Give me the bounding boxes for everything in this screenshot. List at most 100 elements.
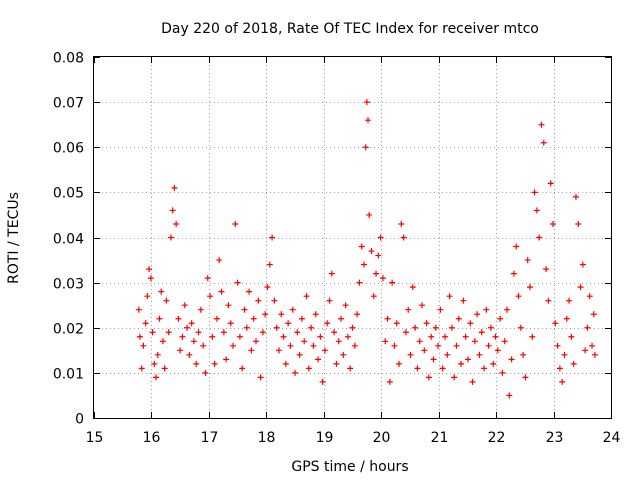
data-point bbox=[375, 252, 382, 259]
data-point bbox=[520, 351, 527, 358]
data-point bbox=[396, 360, 403, 367]
data-point bbox=[549, 220, 556, 227]
data-point bbox=[432, 324, 439, 331]
data-point bbox=[301, 338, 308, 345]
y-tick-label: 0.05 bbox=[53, 186, 84, 202]
data-point bbox=[310, 342, 317, 349]
data-point bbox=[236, 333, 243, 340]
data-point bbox=[200, 342, 207, 349]
data-point bbox=[225, 302, 232, 309]
data-point bbox=[333, 360, 340, 367]
data-point bbox=[485, 342, 492, 349]
data-point bbox=[478, 329, 485, 336]
data-points bbox=[135, 99, 598, 399]
data-point bbox=[366, 211, 373, 218]
data-point bbox=[423, 320, 430, 327]
data-point bbox=[524, 257, 531, 264]
data-point bbox=[264, 284, 271, 291]
y-tick-label: 0.06 bbox=[53, 141, 84, 157]
y-tick-label: 0.03 bbox=[53, 277, 84, 293]
data-point bbox=[370, 293, 377, 300]
data-point bbox=[572, 193, 579, 200]
data-point bbox=[419, 302, 426, 309]
data-point bbox=[317, 333, 324, 340]
x-tick-label: 23 bbox=[546, 430, 564, 446]
data-point bbox=[342, 302, 349, 309]
data-point bbox=[497, 315, 504, 322]
data-point bbox=[425, 374, 432, 381]
data-point bbox=[428, 333, 435, 340]
data-point bbox=[156, 315, 163, 322]
data-point bbox=[481, 365, 488, 372]
y-tick-label: 0.04 bbox=[53, 232, 84, 248]
data-point bbox=[140, 342, 147, 349]
data-point bbox=[158, 288, 165, 295]
data-point bbox=[563, 315, 570, 322]
data-point bbox=[305, 365, 312, 372]
data-point bbox=[223, 356, 230, 363]
data-point bbox=[340, 351, 347, 358]
data-point bbox=[154, 351, 161, 358]
data-point bbox=[171, 184, 178, 191]
data-point bbox=[207, 293, 214, 300]
data-point bbox=[319, 378, 326, 385]
data-point bbox=[326, 297, 333, 304]
data-point bbox=[407, 351, 414, 358]
data-point bbox=[362, 144, 369, 151]
y-axis-label: ROTI / TECUs bbox=[6, 192, 22, 284]
data-point bbox=[469, 378, 476, 385]
data-point bbox=[165, 329, 172, 336]
data-point bbox=[435, 342, 442, 349]
data-point bbox=[278, 311, 285, 318]
data-point bbox=[552, 320, 559, 327]
data-point bbox=[239, 365, 246, 372]
data-point bbox=[136, 333, 143, 340]
data-point bbox=[494, 347, 501, 354]
data-point bbox=[517, 324, 524, 331]
data-point bbox=[142, 320, 149, 327]
data-point bbox=[275, 347, 282, 354]
data-point bbox=[533, 207, 540, 214]
data-point bbox=[589, 342, 596, 349]
data-point bbox=[216, 257, 223, 264]
data-point bbox=[202, 369, 209, 376]
data-point bbox=[287, 342, 294, 349]
data-point bbox=[414, 365, 421, 372]
y-tick-label: 0.08 bbox=[53, 51, 84, 67]
data-point bbox=[146, 266, 153, 273]
y-tick-label: 0.02 bbox=[53, 322, 84, 338]
data-point bbox=[504, 306, 511, 313]
data-point bbox=[351, 342, 358, 349]
data-point bbox=[331, 329, 338, 336]
data-point bbox=[441, 333, 448, 340]
data-point bbox=[294, 329, 301, 336]
data-point bbox=[467, 320, 474, 327]
data-point bbox=[173, 220, 180, 227]
data-point bbox=[273, 324, 280, 331]
data-point bbox=[298, 315, 305, 322]
data-point bbox=[262, 311, 269, 318]
data-point bbox=[243, 324, 250, 331]
data-point bbox=[211, 360, 218, 367]
data-point bbox=[522, 374, 529, 381]
data-point bbox=[282, 360, 289, 367]
data-point bbox=[363, 99, 370, 106]
data-point bbox=[590, 311, 597, 318]
y-tick-label: 0 bbox=[75, 412, 84, 428]
y-tick-label: 0.01 bbox=[53, 367, 84, 383]
data-point bbox=[412, 324, 419, 331]
data-point bbox=[471, 338, 478, 345]
data-point bbox=[421, 347, 428, 354]
data-point bbox=[246, 288, 253, 295]
data-point bbox=[476, 351, 483, 358]
data-point bbox=[559, 378, 566, 385]
data-point bbox=[591, 351, 598, 358]
x-tick-label: 22 bbox=[488, 430, 506, 446]
data-point bbox=[179, 333, 186, 340]
data-point bbox=[144, 293, 151, 300]
data-point bbox=[321, 347, 328, 354]
data-point bbox=[271, 297, 278, 304]
data-point bbox=[252, 338, 259, 345]
data-point bbox=[135, 306, 142, 313]
